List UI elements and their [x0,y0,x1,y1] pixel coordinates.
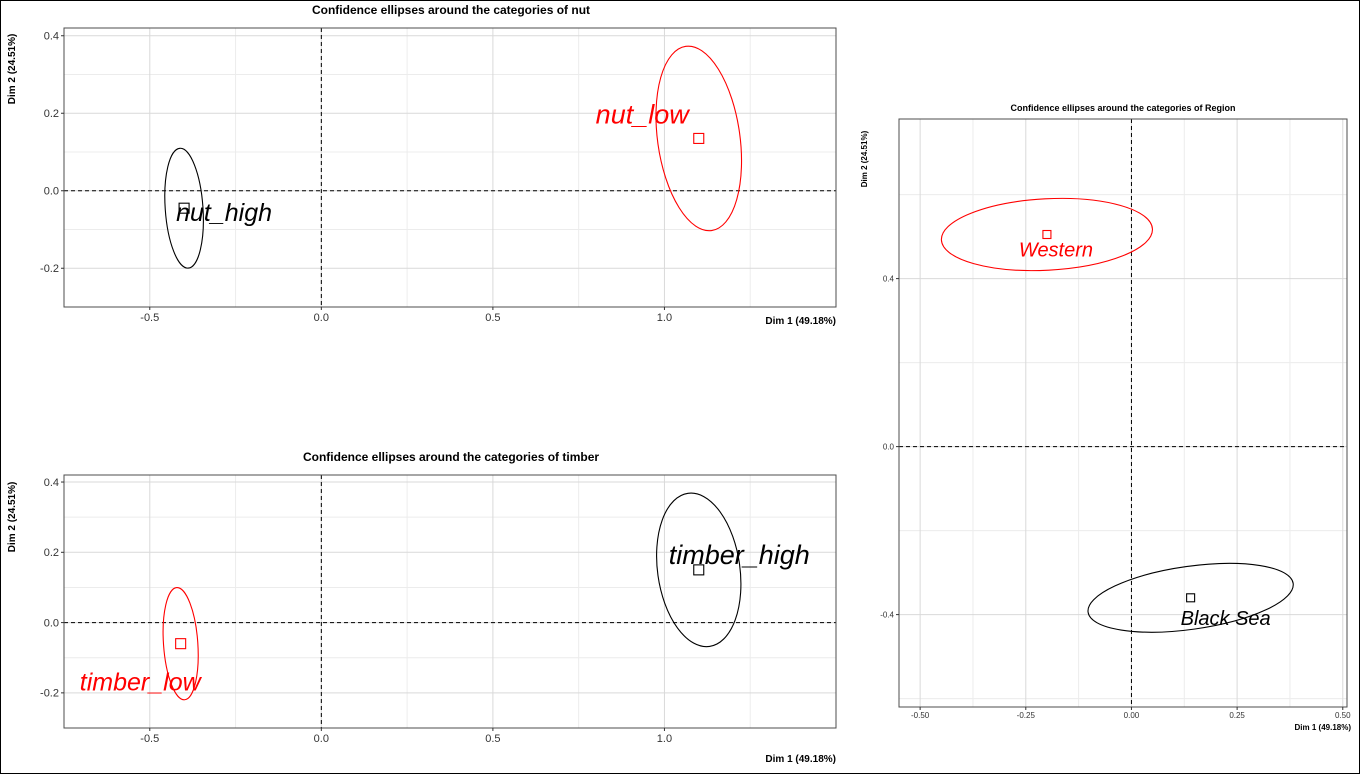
x-axis-label: Dim 1 (49.18%) [765,754,836,765]
category-label: Black Sea [1181,608,1271,630]
y-axis-label: Dim 2 (24.51%) [7,482,18,553]
x-tick-label: -0.50 [911,711,930,720]
x-tick-label: 0.25 [1229,711,1245,720]
x-tick-label: 0.5 [485,733,500,745]
category-point [693,132,705,144]
chart-panel-2: -0.5 0.0 0.5 1.0 -0.2 0.0 0.2 0.4 Confidence ell… [7,450,837,765]
y-tick-label: 0.4 [883,274,895,283]
y-axis-label: Dim 2 (24.51%) [860,130,869,187]
x-tick-label: 0.00 [1124,711,1140,720]
confidence-ellipse [1087,562,1294,633]
y-tick-label: -0.2 [40,263,59,275]
chart-panel-3: -0.50 -0.25 0.00 0.25 0.50 -0.4 0.0 0.4 Confiden… [860,103,1351,732]
x-tick-label: -0.5 [140,733,159,745]
category-point [178,202,190,214]
x-tick-label: -0.5 [140,312,159,324]
confidence-ellipse [656,492,742,648]
category-point [1042,229,1052,240]
category-label: nut_high [176,199,272,227]
y-tick-label: 0.4 [44,477,59,489]
category-label: nut_low [596,99,691,129]
y-tick-label: 0.2 [44,108,59,120]
x-tick-label: 0.0 [314,312,329,324]
y-tick-label: 0.0 [44,186,59,198]
plot-area [64,28,836,307]
confidence-ellipse [162,587,199,701]
x-tick-label: 0.5 [485,312,500,324]
y-tick-label: 0.2 [44,547,59,559]
x-tick-label: 1.0 [657,733,672,745]
chart-panel-1: -0.5 0.0 0.5 1.0 -0.2 0.0 0.2 0.4 Confidence ell… [7,3,837,327]
x-axis-label: Dim 1 (49.18%) [1295,723,1352,732]
x-tick-label: -0.25 [1017,711,1036,720]
plot-border [898,118,1348,708]
y-tick-label: -0.4 [880,610,894,619]
x-tick-label: 0.50 [1335,711,1351,720]
chart-title: Confidence ellipses around the categorie… [312,3,590,17]
x-axis-label: Dim 1 (49.18%) [765,316,836,327]
category-point [175,638,187,650]
confidence-ellipse [655,45,743,232]
plot-area [899,119,1347,707]
category-label: timber_high [669,540,810,570]
x-tick-label: 0.0 [314,733,329,745]
confidence-ellipse [940,197,1154,272]
chart-title: Confidence ellipses around the categorie… [303,450,599,464]
category-point [693,564,705,576]
y-tick-label: -0.2 [40,688,59,700]
y-tick-label: 0.0 [44,617,59,629]
category-label: timber_low [80,669,203,697]
y-tick-label: 0.0 [883,442,895,451]
confidence-ellipse [164,147,204,269]
plot-border [63,27,837,308]
plot-border [63,474,837,729]
category-point [1186,593,1196,603]
x-tick-label: 1.0 [657,312,672,324]
category-label: Western [1019,240,1093,262]
chart-title: Confidence ellipses around the categorie… [1010,103,1235,113]
y-axis-label: Dim 2 (24.51%) [7,34,18,105]
y-tick-label: 0.4 [44,31,59,43]
